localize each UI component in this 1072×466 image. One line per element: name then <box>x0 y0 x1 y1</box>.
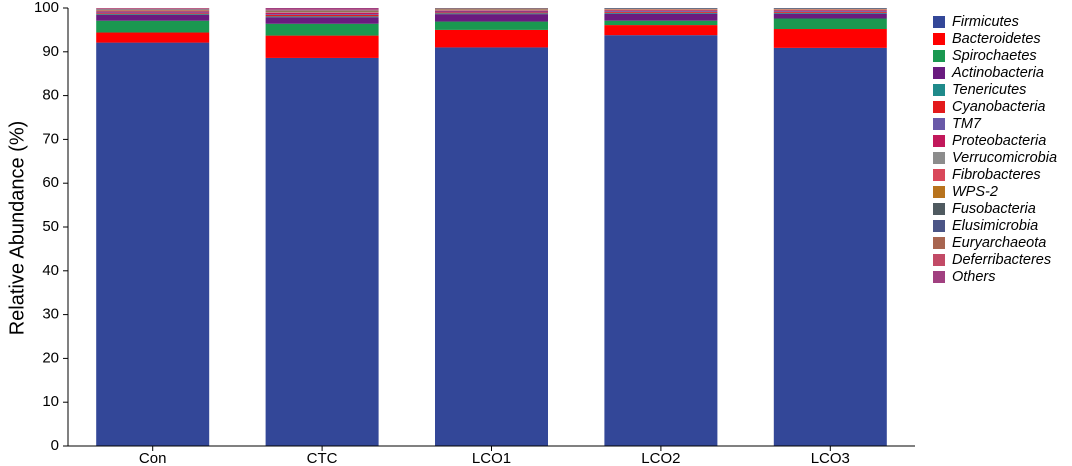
x-axis-ticks: Con CTC LCO1 LCO2 LCO3 <box>139 446 850 466</box>
legend-swatch <box>933 237 945 249</box>
legend-swatch <box>933 220 945 232</box>
y-tick-label: 20 <box>42 349 59 366</box>
bar-segment <box>265 8 379 10</box>
y-tick-label: 40 <box>42 262 59 279</box>
legend-swatch <box>933 33 945 45</box>
bar-segment <box>435 47 548 447</box>
legend-swatch <box>933 254 945 266</box>
y-tick-label: 70 <box>42 130 59 147</box>
bar-segment <box>96 12 210 14</box>
bar-segment <box>773 11 887 13</box>
x-tick-label: LCO3 <box>811 450 850 466</box>
legend-label: Spirochaetes <box>952 48 1037 64</box>
bar-segment <box>773 10 887 12</box>
bar-segment <box>604 10 718 12</box>
y-tick-label: 100 <box>34 0 59 16</box>
bar-segment <box>435 11 548 13</box>
legend-swatch <box>933 186 945 198</box>
legend-swatch <box>933 84 945 96</box>
bar-segment <box>604 20 718 26</box>
legend-label: Others <box>952 269 996 285</box>
bar-segment <box>435 21 548 30</box>
bar-segment <box>96 42 210 447</box>
bar-segment <box>265 15 379 17</box>
legend-label: Verrucomicrobia <box>952 150 1057 166</box>
y-tick-label: 80 <box>42 87 59 104</box>
bar-segment <box>604 12 718 14</box>
x-tick-label: LCO2 <box>641 450 680 466</box>
legend-label: Actinobacteria <box>951 65 1044 81</box>
legend-swatch <box>933 67 945 79</box>
bar-segment <box>435 10 548 12</box>
legend-swatch <box>933 101 945 113</box>
bar-segment <box>604 25 718 36</box>
y-tick-label: 10 <box>42 393 59 410</box>
x-tick-label: CTC <box>307 450 338 466</box>
y-tick-label: 90 <box>42 43 59 60</box>
y-axis-title-group: Relative Abundance (%) <box>6 121 28 336</box>
legend-swatch <box>933 169 945 181</box>
bar-segment <box>604 13 718 21</box>
bar-segment <box>265 35 379 58</box>
bar-segment <box>773 29 887 48</box>
legend-label: Cyanobacteria <box>952 99 1046 115</box>
legend-label: TM7 <box>952 116 982 132</box>
bar-segment <box>773 11 887 12</box>
bar-segment <box>265 14 379 16</box>
legend-swatch <box>933 16 945 28</box>
legend-swatch <box>933 50 945 62</box>
legend-label: WPS-2 <box>952 184 998 200</box>
legend: FirmicutesBacteroidetesSpirochaetesActin… <box>933 14 1057 285</box>
bar-segment <box>435 13 548 15</box>
bar-segment <box>435 29 548 48</box>
legend-label: Bacteroidetes <box>952 31 1041 47</box>
legend-label: Firmicutes <box>952 14 1019 30</box>
legend-label: Tenericutes <box>952 82 1026 98</box>
bar-segment <box>435 14 548 22</box>
legend-swatch <box>933 203 945 215</box>
bar-segment <box>96 15 210 21</box>
bar-segment <box>96 20 210 33</box>
bars <box>96 8 887 447</box>
y-tick-label: 30 <box>42 306 59 323</box>
legend-label: Fusobacteria <box>952 201 1036 217</box>
y-tick-label: 0 <box>51 437 59 454</box>
legend-swatch <box>933 118 945 130</box>
bar-segment <box>265 23 379 36</box>
bar-segment <box>265 57 379 446</box>
bar-segment <box>773 13 887 19</box>
y-tick-label: 60 <box>42 174 59 191</box>
x-tick-label: LCO1 <box>472 450 511 466</box>
bar-segment <box>435 12 548 14</box>
bar-segment <box>773 12 887 14</box>
y-axis-title: Relative Abundance (%) <box>6 121 28 336</box>
legend-swatch <box>933 135 945 147</box>
bar-segment <box>96 11 210 13</box>
bar-segment <box>773 47 887 446</box>
bar-segment <box>265 16 379 18</box>
bar-segment <box>96 14 210 16</box>
legend-swatch <box>933 152 945 164</box>
bar-segment <box>96 13 210 15</box>
bar-segment <box>604 11 718 13</box>
legend-label: Euryarchaeota <box>952 235 1046 251</box>
legend-label: Proteobacteria <box>952 133 1046 149</box>
x-tick-label: Con <box>139 450 167 466</box>
bar-segment <box>773 18 887 30</box>
bar-segment <box>604 11 718 12</box>
bar-segment <box>604 35 718 446</box>
bar-segment <box>265 17 379 24</box>
legend-swatch <box>933 271 945 283</box>
legend-label: Fibrobacteres <box>952 167 1041 183</box>
legend-label: Elusimicrobia <box>952 218 1038 234</box>
bar-segment <box>96 32 210 43</box>
y-tick-label: 50 <box>42 218 59 235</box>
y-axis-ticks: 0 10 20 30 40 50 60 70 80 90 100 <box>34 0 68 454</box>
legend-label: Deferribacteres <box>952 252 1051 268</box>
bar-segment <box>265 12 379 15</box>
